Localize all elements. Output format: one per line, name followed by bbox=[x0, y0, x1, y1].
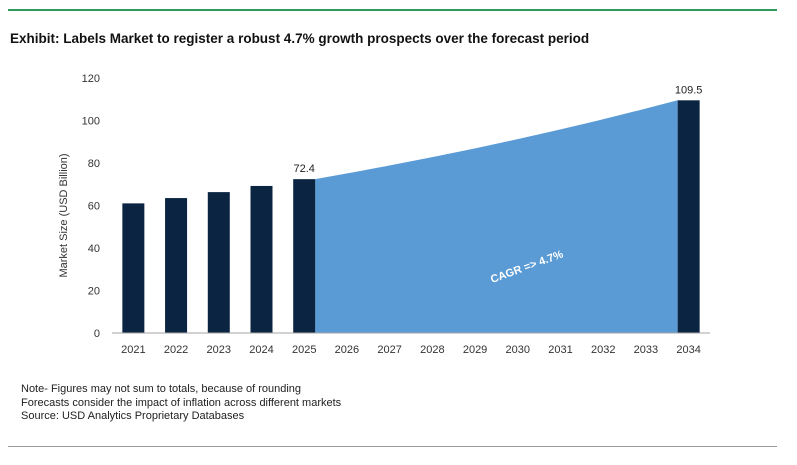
y-axis-title: Market Size (USD Billion) bbox=[58, 153, 70, 277]
x-tick-label-2025: 2025 bbox=[292, 344, 316, 356]
bar-2021 bbox=[122, 203, 145, 333]
x-tick-label-2031: 2031 bbox=[548, 344, 572, 356]
x-tick-label-2021: 2021 bbox=[121, 344, 145, 356]
bar-2025 bbox=[293, 179, 316, 333]
y-tick-label-40: 40 bbox=[88, 243, 100, 255]
y-tick-label-60: 60 bbox=[88, 201, 100, 213]
x-tick-label-2029: 2029 bbox=[463, 344, 487, 356]
x-tick-label-2023: 2023 bbox=[207, 344, 231, 356]
bottom-divider bbox=[8, 446, 777, 447]
x-tick-label-2032: 2032 bbox=[591, 344, 615, 356]
data-label-2034: 109.5 bbox=[675, 84, 703, 96]
exhibit-title: Exhibit: Labels Market to register a rob… bbox=[10, 31, 590, 46]
data-label-2025: 72.4 bbox=[294, 163, 315, 175]
y-tick-label-0: 0 bbox=[94, 328, 100, 340]
x-tick-label-2030: 2030 bbox=[506, 344, 530, 356]
bar-2022 bbox=[165, 198, 188, 333]
x-tick-label-2024: 2024 bbox=[249, 344, 273, 356]
y-tick-label-80: 80 bbox=[88, 158, 100, 170]
x-tick-label-2033: 2033 bbox=[634, 344, 658, 356]
x-tick-label-2034: 2034 bbox=[676, 344, 700, 356]
footnote-source: Source: USD Analytics Proprietary Databa… bbox=[21, 410, 245, 422]
bar-2023 bbox=[207, 192, 230, 333]
footnote-inflation: Forecasts consider the impact of inflati… bbox=[21, 396, 342, 409]
y-tick-label-120: 120 bbox=[82, 73, 100, 85]
x-tick-label-2026: 2026 bbox=[335, 344, 359, 356]
y-tick-label-20: 20 bbox=[88, 286, 100, 298]
forecast-area bbox=[315, 100, 678, 333]
bar-2024 bbox=[250, 185, 273, 333]
x-tick-label-2028: 2028 bbox=[420, 344, 444, 356]
x-tick-label-2027: 2027 bbox=[377, 344, 401, 356]
footnotes: Note- Figures may not sum to totals, bec… bbox=[21, 383, 341, 424]
y-tick-label-100: 100 bbox=[82, 116, 100, 128]
footnote-rounding: Note- Figures may not sum to totals, bec… bbox=[21, 383, 302, 395]
x-tick-label-2022: 2022 bbox=[164, 344, 188, 356]
top-divider bbox=[8, 9, 777, 11]
bar-2034 bbox=[677, 100, 700, 333]
